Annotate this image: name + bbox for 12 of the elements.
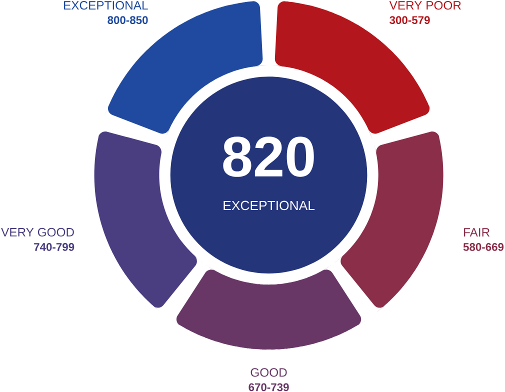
text: 820: [223, 136, 314, 177]
data-label: 800-850: [108, 16, 148, 24]
data-label: 740-799: [34, 242, 74, 251]
slice-label: VERY POOR: [389, 0, 461, 10]
slice-label: VERY GOOD: [1, 228, 74, 236]
slice-label: GOOD: [250, 368, 287, 377]
slice-label: EXCEPTIONAL: [64, 0, 148, 10]
slice-label: FAIR: [464, 228, 490, 236]
data-label: 670-739: [248, 383, 289, 392]
data-label: 300-579: [390, 16, 430, 24]
data-label: 580-669: [463, 242, 504, 251]
text: EXCEPTIONAL: [224, 200, 315, 210]
